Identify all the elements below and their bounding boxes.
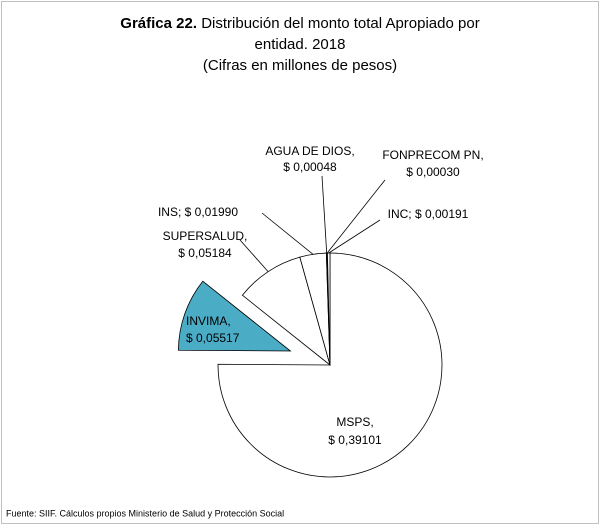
category-label: INS;: [158, 205, 181, 219]
category-label: AGUA DE DIOS,: [265, 144, 354, 158]
chart-title: Gráfica 22. Distribución del monto total…: [120, 15, 479, 32]
category-label: MSPS,: [336, 415, 373, 429]
value-label: $ 0,00048: [283, 160, 337, 174]
value-label: $ 0,39101: [328, 433, 382, 447]
category-label: INVIMA,: [186, 314, 231, 328]
source-note: Fuente: SIIF. Cálculos propios Ministeri…: [6, 508, 284, 518]
leader-line: [321, 175, 328, 254]
data-label: INC; $ 0,00191: [388, 207, 469, 221]
value-label: $ 0,00191: [415, 207, 469, 221]
value-label: $ 0,05184: [178, 246, 232, 260]
title-text: Distribución del monto total Apropiado p…: [201, 15, 480, 32]
title-label: Gráfica 22.: [120, 15, 197, 32]
leader-line: [326, 179, 386, 254]
chart-title-line2: entidad. 2018: [255, 36, 346, 53]
data-label: INS; $ 0,01990: [158, 205, 238, 219]
leader-line: [328, 219, 381, 254]
category-label: INC;: [388, 207, 412, 221]
pie-slice: [217, 252, 443, 478]
category-label: FONPRECOM PN,: [382, 148, 483, 162]
value-label: $ 0,00030: [406, 165, 460, 179]
value-label: $ 0,01990: [185, 205, 239, 219]
chart-subtitle: (Cifras en millones de pesos): [203, 57, 397, 74]
leader-line: [239, 239, 269, 272]
leader-line: [261, 212, 314, 255]
pie-slice: [327, 252, 331, 366]
value-label: $ 0,05517: [186, 331, 240, 345]
pie-slice: [177, 280, 292, 352]
category-label: SUPERSALUD,: [163, 229, 248, 243]
